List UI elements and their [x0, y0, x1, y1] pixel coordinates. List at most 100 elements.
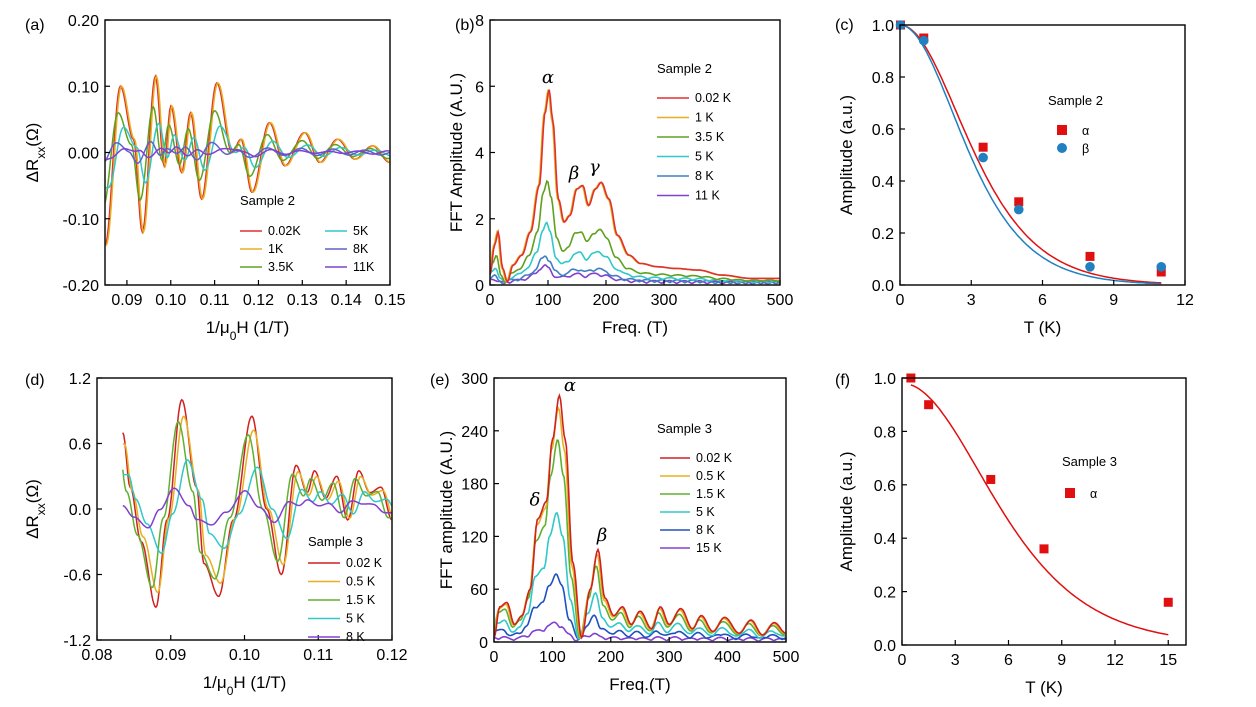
- x-tick-label: 9: [1057, 652, 1066, 669]
- y-tick-label: 6: [475, 79, 484, 96]
- x-tick-label: 12: [1106, 652, 1124, 669]
- data-point-circle: [1013, 204, 1024, 215]
- plot-frame: [899, 24, 1186, 286]
- legend-title: Sample 3: [1062, 454, 1117, 469]
- series-group: [494, 393, 786, 642]
- legend-entry: 3.5 K: [695, 130, 725, 144]
- x-tick-label: 0.13: [287, 292, 318, 309]
- legend-entry: 0.02 K: [695, 91, 732, 105]
- plot-frame: [493, 377, 787, 643]
- legend-entry: 0.02 K: [696, 451, 733, 465]
- legend-entry: 0.5 K: [346, 575, 376, 589]
- legend-entry: 5 K: [696, 505, 715, 519]
- series-line-5K: [105, 122, 390, 189]
- peak-label: δ: [529, 490, 540, 511]
- x-tick-label: 0.10: [155, 292, 186, 309]
- series-line-3p5K: [490, 179, 780, 284]
- x-tick-label: 3: [951, 652, 960, 669]
- panel-c: Sample 2 αβ 0 3 6 9 12 0.0 0.2 0.4 0.6 0.8 1.0 T (K) A…: [835, 17, 1194, 337]
- data-point-square: [1156, 267, 1166, 277]
- series-line-8K: [490, 255, 780, 285]
- y-tick-label: 120: [461, 529, 488, 546]
- x-axis-title: Freq.(T): [609, 675, 670, 694]
- legend-entry: 5 K: [346, 612, 365, 626]
- y-axis-title: FFT Amplitude (A.U.): [447, 73, 466, 232]
- y-tick-label: 0.2: [874, 585, 896, 602]
- x-tick-label: 0.14: [331, 292, 362, 309]
- y-axis-title: ΔRxx(Ω): [23, 123, 48, 183]
- x-tick-label: 6: [1004, 652, 1013, 669]
- data-point-square: [986, 474, 996, 484]
- y-tick-label: 8: [475, 13, 484, 30]
- y-tick-label: 0.4: [872, 174, 894, 191]
- y-tick-label: 0.0: [872, 278, 894, 295]
- panel-label: (b): [455, 17, 475, 34]
- panel-label: (f): [835, 372, 850, 389]
- legend-title: Sample 3: [657, 421, 712, 436]
- legend-entry: 11 K: [695, 189, 720, 203]
- series-line-11K: [490, 264, 780, 285]
- y-tick-label: 0.6: [872, 122, 894, 139]
- legend-marker: [1057, 125, 1067, 135]
- panel-b: α β γ 0 100 200 300 400 500 0 2 4 6 8 Freq. (T) FFT Amp…: [447, 13, 793, 337]
- x-tick-label: 0.09: [155, 647, 186, 664]
- data-point-circle: [978, 152, 988, 163]
- fit-curve: [900, 25, 1162, 285]
- data-point-circle: [1085, 262, 1095, 272]
- legend-entry: 1 K: [695, 111, 714, 125]
- legend-marker: [1065, 488, 1075, 498]
- x-tick-label: 0: [898, 652, 907, 669]
- y-tick-label: -0.10: [63, 212, 100, 229]
- y-axis-title: FFT amplitude (A.U.): [437, 431, 456, 589]
- peak-label: β: [568, 163, 579, 184]
- x-tick-label: 500: [767, 292, 794, 309]
- x-tick-label: 300: [656, 649, 683, 666]
- series-group: [105, 74, 390, 247]
- legend-entry: 5K: [353, 224, 369, 238]
- x-tick-label: 0.12: [243, 292, 274, 309]
- legend-entry: 11K: [353, 260, 375, 274]
- data-point-square: [1014, 197, 1024, 207]
- series-group: [900, 25, 1162, 285]
- panel-d: 0.08 0.09 0.10 0.11 0.12 -1.2 -0.6 0.0 0.6 1.2 1/μ…: [23, 371, 408, 698]
- y-tick-label: 60: [470, 582, 488, 599]
- series-group: [490, 89, 780, 285]
- legend-entry: 8K: [353, 242, 369, 256]
- x-tick-label: 12: [1176, 292, 1194, 309]
- x-axis-title: Freq. (T): [602, 318, 668, 337]
- peak-label: γ: [589, 156, 600, 177]
- y-tick-label: 0.4: [874, 531, 896, 548]
- legend-title: Sample 2: [1048, 93, 1103, 108]
- y-tick-label: 0.8: [872, 70, 894, 87]
- x-axis-title: 1/μ0H (1/T): [206, 318, 290, 343]
- data-point-square: [924, 400, 934, 410]
- panel-a: 0.09 0.10 0.11 0.12 0.13 0.14 0.15 -0.20 -0.10 0.…: [23, 13, 406, 343]
- legend-entry: α: [1082, 124, 1089, 138]
- series-line-11K: [105, 146, 390, 161]
- y-tick-label: 1.2: [69, 371, 91, 388]
- x-tick-label: 200: [593, 292, 620, 309]
- fit-curve: [910, 384, 1169, 636]
- x-tick-label: 0.11: [200, 292, 230, 309]
- series-line-0p02K: [490, 89, 780, 284]
- y-axis-title: Amplitude (a.u.): [837, 95, 856, 215]
- y-tick-label: 0.6: [874, 478, 896, 495]
- x-tick-label: 0.10: [229, 647, 260, 664]
- legend-entry: 1K: [268, 242, 284, 256]
- panel-f: Sample 3 α 0 3 6 9 12 15 0.0 0.2 0.4 0.6 0.8 1.0 T (K)…: [835, 371, 1187, 697]
- series-line-3p5K: [105, 105, 390, 204]
- x-tick-label: 300: [651, 292, 678, 309]
- x-tick-label: 400: [714, 649, 741, 666]
- y-tick-label: 0: [475, 278, 484, 295]
- x-tick-label: 15: [1159, 652, 1177, 669]
- legend-entry: 0.5 K: [696, 469, 726, 483]
- x-tick-label: 0: [896, 292, 905, 309]
- panel-label: (c): [835, 17, 854, 34]
- panel-e: α δ β 0 100 200 300 400 500 0 60 120 180 240 300 Freq.(…: [430, 371, 799, 694]
- x-tick-label: 400: [709, 292, 736, 309]
- y-tick-label: -0.20: [63, 278, 100, 295]
- x-tick-label: 100: [539, 649, 566, 666]
- peak-label: β: [596, 525, 607, 546]
- x-tick-label: 0: [490, 649, 499, 666]
